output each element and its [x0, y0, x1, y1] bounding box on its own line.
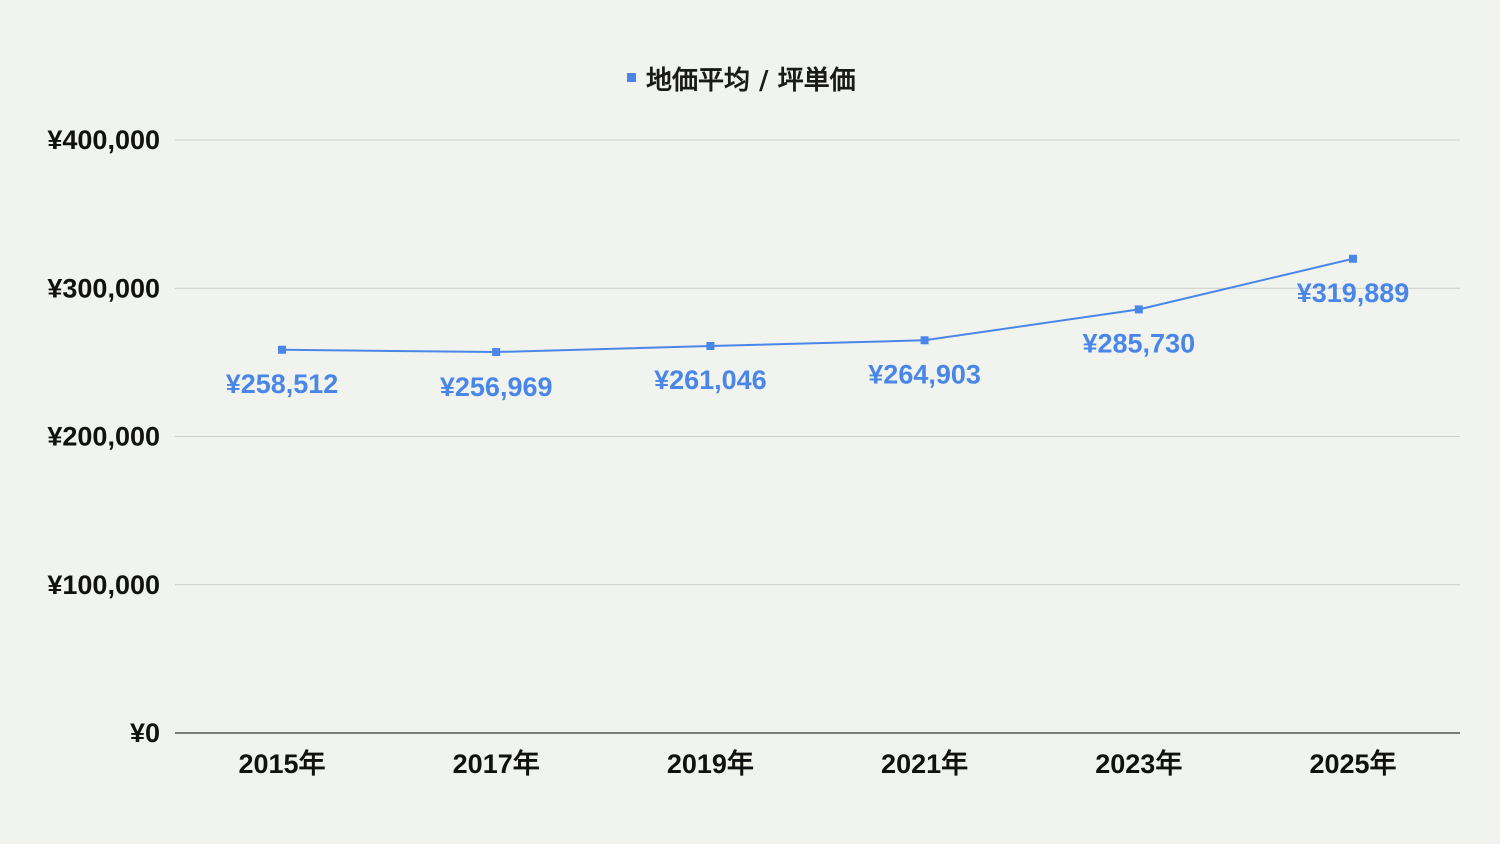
data-label: ¥285,730 [1082, 328, 1195, 358]
y-axis-ticks: ¥0 ¥100,000 ¥200,000 ¥300,000 ¥400,000 [47, 125, 160, 748]
gridlines [175, 139, 1460, 586]
legend-label: 地価平均 / 坪単価 [646, 66, 856, 96]
legend-swatch [627, 73, 636, 82]
y-tick-label: ¥0 [130, 718, 160, 748]
y-tick-label: ¥300,000 [47, 273, 160, 303]
data-label: ¥264,903 [868, 359, 981, 389]
data-point [1134, 305, 1143, 314]
x-tick-label: 2023年 [1095, 748, 1182, 779]
legend: 地価平均 / 坪単価 [627, 66, 856, 96]
series-group: ¥258,512 ¥256,969 ¥261,046 ¥264,903 ¥285,730… [226, 254, 1410, 402]
data-label: ¥319,889 [1297, 278, 1410, 308]
y-tick-label: ¥100,000 [47, 570, 160, 600]
x-tick-label: 2017年 [453, 748, 540, 779]
x-tick-label: 2019年 [667, 748, 754, 779]
data-point [278, 345, 286, 354]
data-point [492, 348, 501, 357]
data-label: ¥256,969 [440, 372, 553, 402]
x-tick-label: 2021年 [881, 748, 968, 779]
y-tick-label: ¥400,000 [47, 125, 160, 155]
data-point [706, 341, 715, 350]
x-tick-label: 2015年 [238, 748, 325, 779]
data-point [1349, 254, 1357, 263]
data-label: ¥261,046 [654, 365, 767, 395]
series-line [281, 257, 1354, 354]
x-axis-ticks: 2015年 2017年 2019年 2021年 2023年 2025年 [238, 748, 1396, 779]
data-label: ¥258,512 [226, 369, 339, 399]
x-tick-label: 2025年 [1309, 748, 1396, 779]
data-point [920, 336, 929, 345]
y-tick-label: ¥200,000 [47, 422, 160, 452]
